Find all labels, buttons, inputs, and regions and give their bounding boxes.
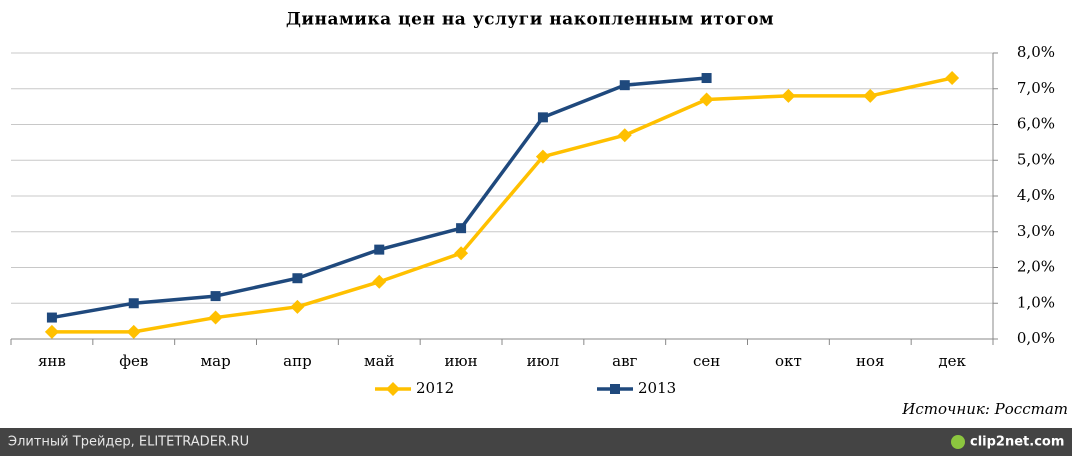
marker: [781, 88, 796, 103]
x-tick-label: окт: [775, 352, 802, 370]
y-tick-label: 0,0%: [1017, 329, 1055, 347]
marker: [386, 382, 400, 396]
x-tick-label: май: [364, 352, 395, 370]
marker: [126, 324, 141, 339]
y-tick-label: 4,0%: [1017, 186, 1055, 204]
x-tick-label: июл: [527, 352, 560, 370]
marker: [372, 274, 387, 289]
marker: [537, 112, 548, 123]
marker: [945, 71, 960, 86]
x-tick-label: июн: [445, 352, 478, 370]
footer-right[interactable]: clip2net.com: [970, 435, 1064, 450]
marker: [210, 291, 221, 302]
marker: [535, 149, 550, 164]
y-tick-label: 5,0%: [1017, 150, 1055, 168]
x-tick-label: мар: [200, 352, 230, 370]
y-tick-label: 8,0%: [1017, 43, 1055, 61]
logo-icon: [951, 435, 965, 449]
marker: [128, 298, 139, 309]
x-tick-label: авг: [612, 352, 637, 370]
marker: [619, 80, 630, 91]
marker: [208, 310, 223, 325]
x-tick-label: янв: [38, 352, 66, 370]
marker: [456, 223, 467, 234]
marker: [290, 299, 305, 314]
y-tick-label: 3,0%: [1017, 222, 1055, 240]
x-tick-label: ноя: [856, 352, 885, 370]
marker: [701, 73, 712, 84]
x-tick-label: апр: [283, 352, 312, 370]
marker: [454, 246, 469, 261]
marker: [617, 128, 632, 143]
x-tick-label: сен: [693, 352, 720, 370]
y-tick-label: 6,0%: [1017, 115, 1055, 133]
y-tick-label: 7,0%: [1017, 79, 1055, 97]
y-tick-label: 1,0%: [1017, 293, 1055, 311]
source: Источник: Росстат: [901, 400, 1068, 418]
marker: [863, 88, 878, 103]
x-tick-label: дек: [938, 352, 966, 370]
marker: [292, 273, 303, 284]
background: [0, 0, 1072, 428]
series-line: [51, 76, 953, 334]
chart-title: Динамика цен на услуги накопленным итого…: [286, 10, 774, 30]
legend-label: 2013: [638, 379, 676, 397]
legend-label: 2012: [416, 379, 454, 397]
footer-bar: [0, 428, 1072, 456]
footer-left: Элитный Трейдер, ELITETRADER.RU: [8, 435, 249, 450]
x-tick-label: фев: [119, 352, 148, 370]
marker: [46, 312, 57, 323]
marker: [44, 324, 59, 339]
marker: [374, 244, 385, 255]
marker: [699, 92, 714, 107]
marker: [610, 384, 620, 394]
y-tick-label: 2,0%: [1017, 258, 1055, 276]
